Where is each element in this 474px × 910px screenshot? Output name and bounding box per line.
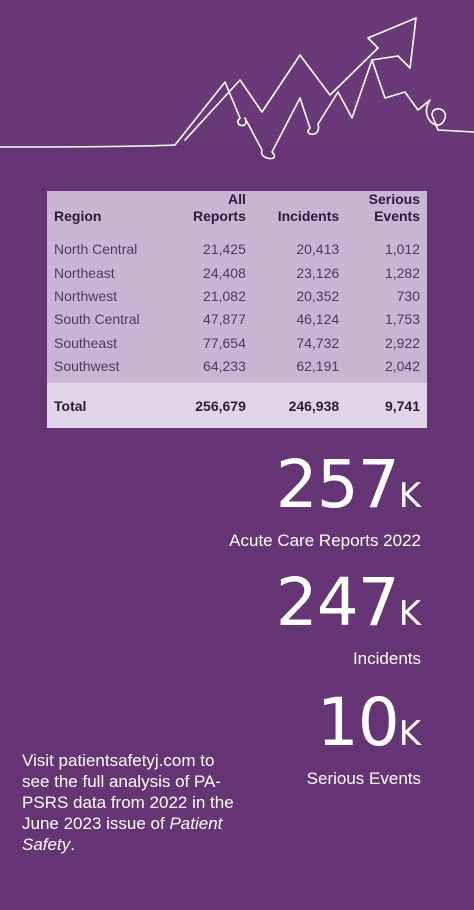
table-row: Northeast 24,408 23,126 1,282 bbox=[47, 261, 427, 284]
header-all-reports: All Reports bbox=[192, 191, 246, 224]
trend-line-arrow-icon bbox=[0, 17, 474, 160]
serious-events-cell: 730 bbox=[396, 287, 420, 304]
stat-label: Incidents bbox=[352, 649, 421, 668]
table-row: Southeast 77,654 74,732 2,922 bbox=[47, 331, 427, 354]
region-cell: Southwest bbox=[54, 357, 120, 374]
all-reports-cell: 47,877 bbox=[203, 311, 246, 328]
incidents-cell: 46,124 bbox=[296, 311, 340, 328]
region-table: Region All Reports Incidents Serious Event… bbox=[47, 191, 427, 429]
region-cell: Northeast bbox=[54, 264, 115, 281]
analysis-note: Visit patientsafetyj.com to see the full… bbox=[22, 751, 234, 854]
header-serious-events: Serious Events bbox=[368, 191, 420, 224]
stat-reports: 257K Acute Care Reports 2022 bbox=[229, 452, 421, 551]
table-row: Northwest 21,082 20,352 730 bbox=[47, 284, 427, 307]
all-reports-cell: 24,408 bbox=[203, 264, 246, 281]
stat-value: 257K bbox=[275, 446, 421, 523]
total-incidents: 246,938 bbox=[252, 383, 347, 429]
table-row: North Central 21,425 20,413 1,012 bbox=[47, 233, 427, 261]
serious-events-cell: 2,042 bbox=[384, 357, 420, 374]
journal-name: Patient Safety bbox=[22, 814, 223, 854]
total-serious-events: 9,741 bbox=[346, 383, 427, 429]
region-cell: South Central bbox=[54, 311, 140, 328]
stat-label: Serious Events bbox=[306, 769, 421, 788]
region-cell: Northwest bbox=[54, 287, 118, 304]
header-region: Region bbox=[54, 208, 102, 224]
table-row: South Central 47,877 46,124 1,753 bbox=[47, 308, 427, 331]
header-band bbox=[0, 0, 474, 145]
table-row: Southwest 64,233 62,191 2,042 bbox=[47, 354, 427, 377]
table-total-row: Total 256,679 246,938 9,741 bbox=[47, 383, 427, 429]
region-cell: North Central bbox=[54, 241, 138, 257]
header-incidents: Incidents bbox=[277, 208, 340, 224]
region-cell: Southeast bbox=[54, 334, 118, 351]
stat-label: Acute Care Reports 2022 bbox=[229, 531, 421, 550]
stat-serious-events: 10K Serious Events bbox=[307, 690, 421, 789]
incidents-cell: 20,352 bbox=[296, 287, 340, 304]
incidents-cell: 20,413 bbox=[296, 241, 340, 257]
incidents-cell: 62,191 bbox=[296, 357, 340, 374]
serious-events-cell: 1,753 bbox=[384, 311, 420, 328]
all-reports-cell: 77,654 bbox=[203, 334, 246, 351]
all-reports-cell: 21,082 bbox=[203, 287, 246, 304]
total-all-reports: 256,679 bbox=[170, 383, 253, 429]
serious-events-cell: 1,282 bbox=[384, 264, 420, 281]
stat-value: 10K bbox=[316, 684, 421, 761]
incidents-cell: 74,732 bbox=[296, 334, 340, 351]
stat-incidents: 247K Incidents bbox=[276, 570, 421, 669]
all-reports-cell: 21,425 bbox=[203, 241, 246, 257]
stat-value: 247K bbox=[275, 564, 421, 641]
table-header-row: Region All Reports Incidents Serious Event… bbox=[47, 191, 427, 233]
serious-events-cell: 1,012 bbox=[384, 241, 420, 257]
incidents-cell: 23,126 bbox=[296, 264, 340, 281]
total-label: Total bbox=[47, 383, 171, 429]
serious-events-cell: 2,922 bbox=[384, 334, 420, 351]
all-reports-cell: 64,233 bbox=[203, 357, 246, 374]
